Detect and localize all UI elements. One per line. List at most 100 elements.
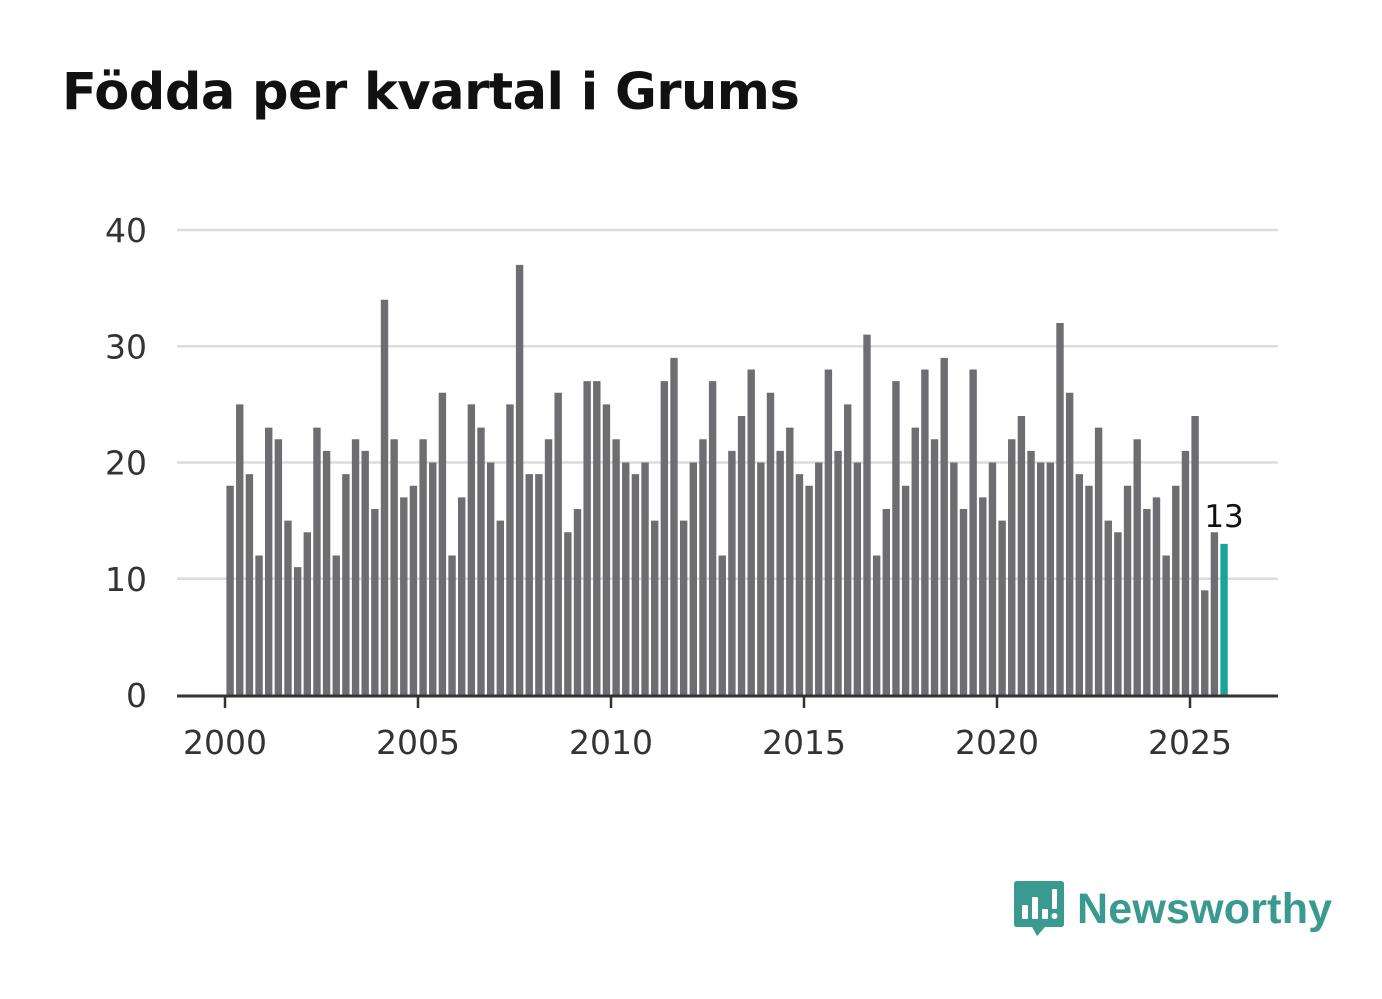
bar [1123,485,1132,695]
bar [1017,416,1026,695]
bar [1172,485,1180,695]
bar [901,485,910,695]
bar [728,450,736,695]
bar [872,555,881,695]
bar [959,509,968,695]
bar [390,439,398,695]
bar [400,497,408,695]
bar [882,509,890,695]
y-tick-label: 0 [126,676,147,715]
y-tick-label: 40 [105,211,147,250]
bar [274,439,283,695]
bar [1162,555,1170,695]
bar [554,392,562,695]
x-tick-label: 2005 [376,723,460,762]
bar [593,381,601,695]
newsworthy-logo-icon [1014,881,1064,936]
bar [776,450,784,695]
bar [670,357,678,695]
bar [535,474,543,695]
bar [1210,532,1219,695]
bar [834,450,842,695]
bar [1133,439,1141,695]
bar [622,462,630,695]
bar [786,427,794,695]
bar [718,555,726,695]
bar [1065,392,1074,695]
bar [564,532,572,695]
bar [1075,474,1083,695]
bar [351,439,360,695]
bar [969,369,977,695]
x-tick-label: 2025 [1148,723,1232,762]
bar [284,520,292,695]
bar [689,462,697,695]
bar [1027,450,1035,695]
bar [583,381,591,695]
x-tick-label: 2015 [762,723,846,762]
bar [1191,416,1199,695]
x-axis-ticks: 2000 2005 2010 2015 2020 2025 [183,696,1232,762]
bar [737,416,746,695]
bar [361,450,369,695]
bar [1094,427,1103,695]
bar [853,462,862,695]
bar [844,404,852,695]
bar [651,520,659,695]
bar [631,474,640,695]
bar [429,462,437,695]
bar [699,439,707,695]
bar [602,404,611,695]
bar [795,474,804,695]
bar [226,485,234,695]
bar [303,532,311,695]
bar [612,439,620,695]
bar [1143,509,1151,695]
bar [515,264,524,695]
bar [911,427,919,695]
x-tick-label: 2000 [183,723,267,762]
bar [1114,532,1122,695]
bar [486,462,495,695]
bar [496,520,504,695]
bar [930,439,939,695]
chart-title: Födda per kvartal i Grums [62,63,800,122]
bar [921,369,929,695]
bar [988,462,997,695]
bars [226,264,1228,695]
bar [477,427,485,695]
bar [641,462,649,695]
bar [265,427,273,695]
bar-highlight [1220,543,1228,695]
bar [892,381,900,695]
bar [458,497,466,695]
newsworthy-logo: Newsworthy [1011,878,1332,940]
bar [815,462,823,695]
x-tick-label: 2010 [569,723,653,762]
bar [998,520,1006,695]
y-tick-label: 10 [105,560,147,599]
bar [313,427,321,695]
bar [371,509,379,695]
bar [525,474,533,695]
bar [342,474,350,695]
bar [679,520,688,695]
bar [293,567,302,695]
bar [747,369,755,695]
grid-lines [177,228,1278,580]
bar [1201,590,1209,695]
bar [1046,462,1055,695]
bar [863,334,871,695]
bar [467,404,476,695]
bar [419,439,427,695]
bar [1152,497,1161,695]
bar [544,439,553,695]
bar [1104,520,1112,695]
bar [950,462,958,695]
bar [1085,485,1093,695]
last-value-label: 13 [1204,499,1243,535]
bar [255,555,263,695]
y-axis-ticks: 0 10 20 30 40 [105,211,147,715]
bar [757,462,765,695]
